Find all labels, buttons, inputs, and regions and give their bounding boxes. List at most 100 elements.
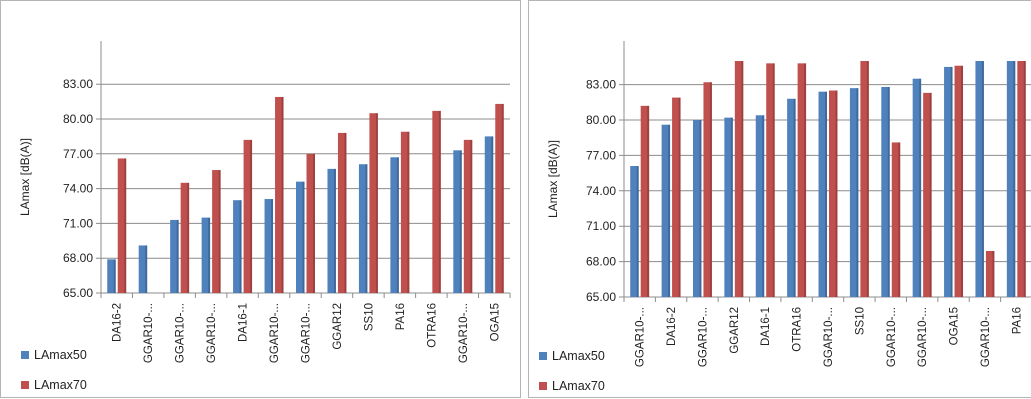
legend-swatch [539,352,547,360]
x-category-label: GGAR10-... [886,307,898,367]
x-category-label: GGAR10-... [458,303,470,363]
bar-fill [107,259,116,293]
bar-lamax50 [724,117,733,297]
bar-fill [923,92,932,297]
bar-shade [772,63,775,297]
bar-fill [829,90,838,297]
bar-fill [484,136,494,293]
bar-lamax70 [703,82,712,298]
y-tick-label: 77.00 [586,148,616,162]
bar-fill [463,139,473,293]
bar-fill [630,166,639,297]
bar-shade [333,168,336,293]
y-axis-title: LAmax [dB(A)] [546,140,560,218]
bar-lamax70 [400,131,410,293]
bar-lamax70 [306,153,315,293]
bar-lamax50 [849,88,859,297]
bar-fill [296,181,305,293]
y-tick-label: 68.00 [63,251,93,265]
x-category-label: GGAR10-... [301,303,313,363]
bar-fill [243,139,253,293]
y-tick-label: 74.00 [63,182,93,196]
legend-label: LAmax70 [34,378,87,392]
bar-lamax70 [797,63,807,297]
bar-shade [459,150,462,293]
bar-shade [835,90,838,297]
bar-fill [180,182,190,293]
bar-lamax50 [358,164,368,293]
bar-fill [724,117,733,297]
bar-shade [365,164,368,293]
bar-shade [929,92,932,297]
bar-fill [275,96,284,294]
bar-lamax70 [734,61,744,297]
bar-lamax50 [661,124,671,297]
bar-shade [250,139,253,293]
bar-fill [327,168,336,293]
bar-lamax50 [201,217,211,293]
y-tick-label: 80.00 [63,112,93,126]
bar-fill [1017,61,1026,297]
legend-swatch [539,382,547,390]
bar-lamax70 [275,96,284,294]
bar-lamax70 [337,132,347,293]
legend-label: LAmax70 [552,379,605,393]
x-category-label: OGA15 [949,307,961,345]
bar-shade [856,88,859,297]
bar-fill [201,217,211,293]
bar-shade [312,153,315,293]
bar-fill [453,150,462,293]
bar-fill [881,86,890,298]
bar-fill [337,132,347,293]
bar-lamax50 [138,245,148,293]
x-category-label: GGAR10-... [206,303,218,363]
x-category-label: GGAR10-... [980,307,992,367]
x-category-label: DA16-2 [666,307,678,346]
x-category-label: GGAR10-... [143,303,155,363]
y-axis-title: LAmax [dB(A)] [18,138,32,216]
bar-shade [208,217,211,293]
bar-shade [271,199,274,293]
y-tick-label: 71.00 [586,219,616,233]
bar-shade [491,136,494,293]
bar-chart-right: 65.00 68.00 71.00 74.00 77.00 80.00 83.00 LAmax… [539,41,1031,393]
x-category-label: DA16-1 [238,303,250,342]
bar-fill [672,97,681,297]
bar-lamax50 [107,259,116,293]
bar-lamax70 [829,90,838,297]
bar-shade [699,120,702,297]
bar-shade [825,91,827,298]
bar-lamax70 [1017,61,1026,297]
bar-fill [432,110,441,293]
bar-fill [400,131,410,293]
bar-fill [787,98,796,297]
bar-shade [741,61,744,297]
bar-lamax50 [787,98,796,297]
bar-fill [849,88,859,297]
bar-lamax70 [891,142,901,297]
bar-shade [187,182,190,293]
bar-lamax50 [170,219,179,293]
bar-fill [755,115,765,297]
x-category-label: PA16 [395,303,407,330]
bar-shade [793,98,796,297]
bar-shade [981,61,984,297]
bar-lamax70 [860,61,869,297]
bar-lamax70 [923,92,932,297]
bar-fill [306,153,315,293]
bar-shade [239,200,242,293]
x-category-label: OGA15 [489,303,501,341]
bar-lamax70 [985,250,995,297]
bar-shade [113,259,116,293]
bar-fill [495,103,504,293]
bar-shade [678,97,681,297]
bar-lamax50 [975,61,984,297]
bar-shade [407,131,410,293]
x-category-label: PA16 [1011,307,1023,334]
legend-swatch [21,351,29,359]
bar-fill [985,250,995,297]
bar-fill [661,124,671,297]
bar-fill [692,120,702,297]
bar-shade [501,103,504,293]
bar-lamax50 [881,86,890,298]
